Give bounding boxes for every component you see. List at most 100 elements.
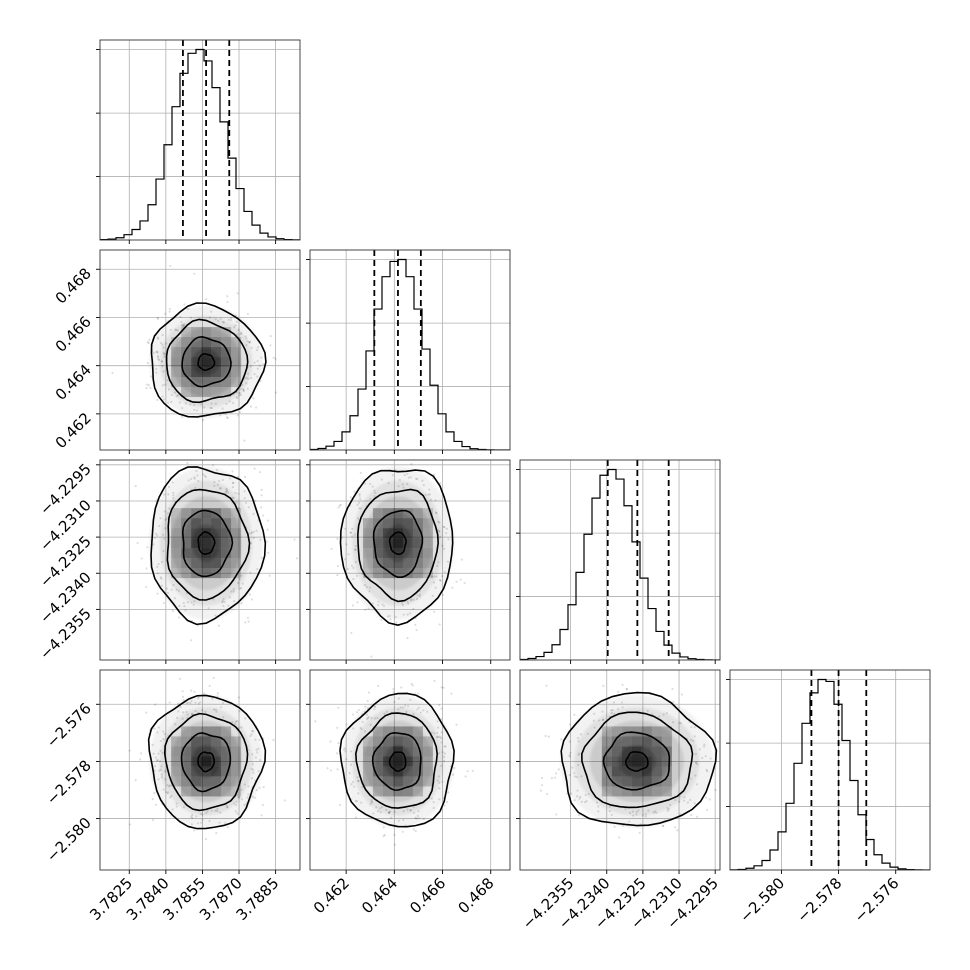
hist2d-cell [201,327,212,338]
hist2d-cell [362,766,373,777]
hist2d-cell [191,736,202,747]
scatter-point [433,679,436,683]
hist2d-cell [422,548,433,559]
scatter-point [335,752,339,755]
scatter-point [216,692,219,695]
hist2d-cell [641,766,652,777]
contour-level-3 [197,751,216,773]
scatter-point [557,768,560,771]
hist2d-cell [211,756,222,767]
scatter-point [153,792,156,795]
scatter-point [366,699,369,703]
hist2d-cell [661,756,672,767]
scatter-point [193,829,196,832]
hist2d-cell [641,786,652,797]
scatter-point [147,341,150,345]
scatter-point [259,506,263,509]
scatter-point [440,686,443,689]
hist2d-cell [221,518,232,529]
hist2d-cell [402,786,413,797]
hist2d-cell [201,736,212,747]
hist2d-cell [621,726,632,737]
scatter-point [226,826,229,829]
scatter-point [353,490,356,493]
hist2d-cell [231,548,242,559]
panel-frame [519,459,721,661]
hist2d-cell [221,756,232,767]
panel-1-1 [306,249,511,454]
hist2d-cell [412,568,423,579]
hist2d-cell [402,548,413,559]
hist2d-cell [402,538,413,549]
scatter-point [555,772,558,775]
y-tick-label: 0.468 [52,264,95,307]
hist2d-cell [621,766,632,777]
hist2d-cell [372,726,383,737]
contour-level-0 [339,469,454,626]
hist2d-cell [171,736,182,747]
hist2d-cell [651,736,662,747]
scatter-point [178,616,181,619]
scatter-point [395,621,398,624]
panel-contents [520,670,724,870]
hist2d-cell [191,367,202,378]
hist2d-cell [382,776,393,787]
hist2d-cell [181,528,192,539]
hist2d-cell [661,766,672,777]
contour-level-0 [150,302,267,418]
panel-0-0 [96,39,301,244]
hist2d-cell [231,337,242,348]
scatter-point [380,618,383,622]
hist2d-cell [211,327,222,338]
scatter-point [708,798,711,801]
hist2d-cell [402,508,413,519]
scatter-point [217,624,220,627]
scatter-point [445,801,449,804]
scatter-point [550,777,553,780]
scatter-point [186,461,189,465]
scatter-point [128,749,131,752]
scatter-point [671,687,674,691]
scatter-point [602,684,605,687]
hist2d-cell [221,726,232,737]
contour-level-3 [388,751,407,773]
hist2d-cell [651,746,662,757]
hist2d-cell [412,766,423,777]
hist2d-cell [201,568,212,579]
scatter-point [255,406,258,409]
hist2d-cell [392,548,403,559]
panel-3-3: −2.580 −2.578 −2.576 [726,669,931,926]
scatter-point [183,303,186,306]
scatter-point [544,734,547,738]
hist2d-cell [422,538,433,549]
hist2d-core [171,508,242,579]
panel-contents [730,670,930,870]
scatter-point [336,573,339,577]
scatter-point [337,506,340,509]
hist2d-cell [661,746,672,757]
hist2d-cell [372,538,383,549]
hist2d-cell [362,746,373,757]
hist2d-cell [641,736,652,747]
hist2d-cell [201,387,212,398]
scatter-point [546,792,549,796]
hist2d-cell [181,736,192,747]
hist2d-cell [221,786,232,797]
scatter-point [722,708,724,710]
hist2d-cell [392,568,403,579]
contour-level-1 [357,488,439,603]
scatter-point [191,451,193,453]
hist2d-cell [201,337,212,348]
scatter-point [140,752,143,755]
scatter-point [414,623,417,627]
scatter-point [253,467,256,470]
hist2d-core [171,726,242,797]
scatter-point [411,684,414,687]
hist2d-cell [651,756,662,767]
contour-level-3 [197,531,216,555]
scatter-point [401,830,404,833]
hist2d-cell [372,548,383,559]
scatter-point [625,687,628,691]
hist2d-cell [211,548,222,559]
scatter-point [337,706,340,709]
